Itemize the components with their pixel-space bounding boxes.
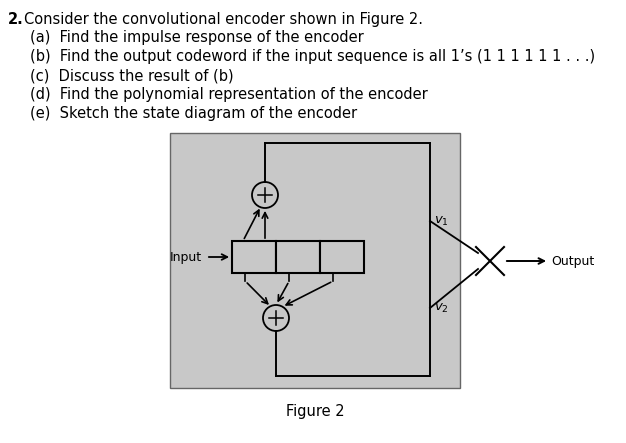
Text: (a)  Find the impulse response of the encoder: (a) Find the impulse response of the enc… [30, 30, 364, 45]
Bar [320, 241, 364, 273]
Text: $v_2$: $v_2$ [434, 301, 449, 315]
Text: (b)  Find the output codeword if the input sequence is all 1’s (1 1 1 1 1 1 . . : (b) Find the output codeword if the inpu… [30, 49, 595, 64]
Text: (e)  Sketch the state diagram of the encoder: (e) Sketch the state diagram of the enco… [30, 106, 357, 121]
Text: Consider the convolutional encoder shown in Figure 2.: Consider the convolutional encoder shown… [24, 12, 423, 27]
Text: Input: Input [170, 250, 202, 264]
Text: (d)  Find the polynomial representation of the encoder: (d) Find the polynomial representation o… [30, 87, 428, 102]
Text: Figure 2: Figure 2 [285, 404, 344, 419]
Bar [232, 241, 276, 273]
Bar [276, 241, 320, 273]
Bar [170, 133, 460, 388]
Text: (c)  Discuss the result of (b): (c) Discuss the result of (b) [30, 68, 233, 83]
Text: Output: Output [551, 254, 594, 268]
Text: $v_1$: $v_1$ [434, 214, 449, 228]
Text: 2.: 2. [8, 12, 24, 27]
